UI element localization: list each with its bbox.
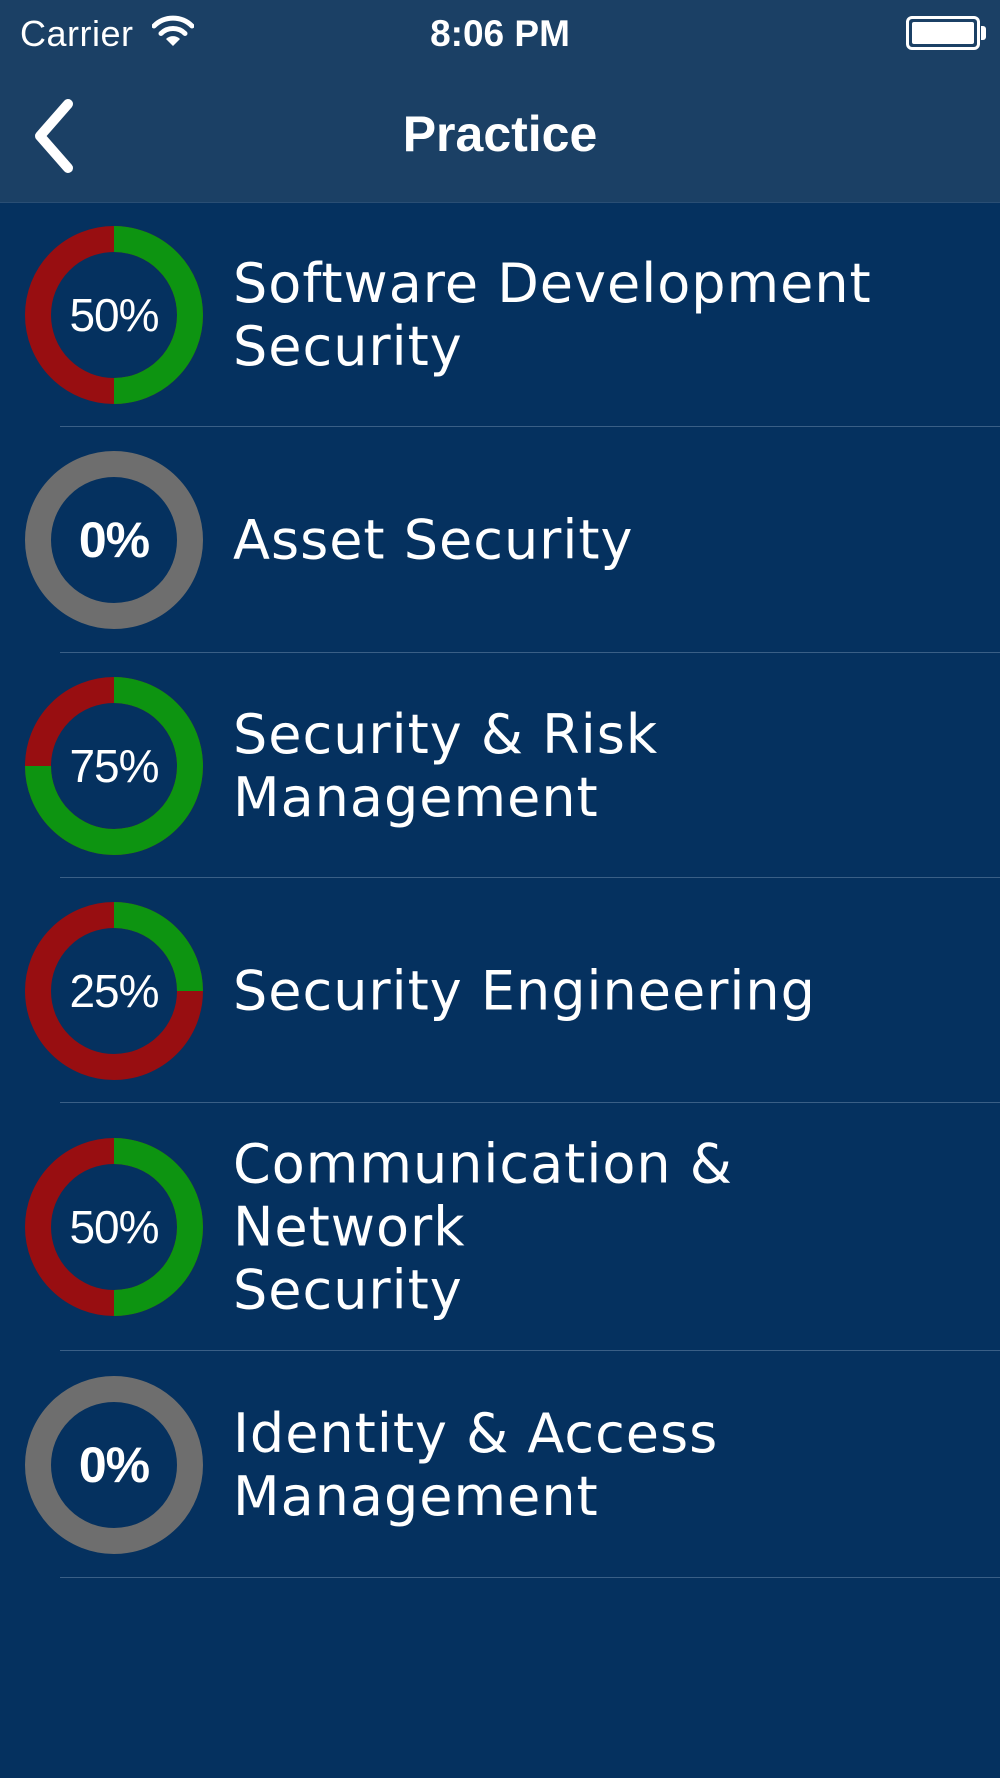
page-title: Practice	[402, 106, 598, 162]
navigation-bar: Practice	[0, 70, 1000, 202]
topic-label: Communication & Network Security	[233, 1132, 733, 1322]
topic-row[interactable]: 50% Software Development Security	[0, 203, 1000, 427]
progress-ring-correct-arc	[113, 1138, 203, 1316]
progress-ring: 75%	[24, 676, 204, 856]
row-divider	[60, 426, 1000, 427]
topic-label: Identity & Access Management	[233, 1401, 719, 1528]
topic-row[interactable]: 25% Security Engineering	[0, 878, 1000, 1103]
status-bar: Carrier 8:06 PM	[0, 0, 1000, 70]
progress-ring: 0%	[24, 1375, 204, 1555]
wifi-icon	[151, 14, 195, 50]
chevron-left-icon	[35, 99, 73, 173]
row-divider	[60, 652, 1000, 653]
progress-percent: 0%	[78, 512, 150, 568]
topic-row[interactable]: 75% Security & Risk Management	[0, 653, 1000, 878]
row-divider	[60, 1350, 1000, 1351]
row-divider	[60, 1577, 1000, 1578]
back-button[interactable]	[30, 96, 90, 176]
progress-percent: 0%	[78, 1436, 150, 1493]
progress-ring-correct-arc	[25, 676, 203, 855]
progress-ring-correct-arc	[113, 226, 203, 404]
topic-label: Software Development Security	[233, 252, 872, 378]
progress-percent: 50%	[69, 1201, 159, 1253]
row-divider	[60, 1102, 1000, 1103]
progress-ring: 25%	[24, 901, 204, 1081]
status-time: 8:06 PM	[430, 13, 570, 54]
progress-ring: 50%	[24, 1137, 204, 1317]
progress-ring: 0%	[24, 450, 204, 630]
progress-ring-track	[25, 1375, 203, 1554]
topic-row[interactable]: 50% Communication & Network Security	[0, 1103, 1000, 1351]
battery-icon	[906, 16, 980, 50]
topic-label: Asset Security	[233, 508, 634, 572]
battery-tip	[981, 26, 986, 40]
progress-ring-track	[25, 451, 203, 629]
topic-row[interactable]: 0% Asset Security	[0, 427, 1000, 653]
progress-percent: 25%	[69, 964, 159, 1017]
topic-list: 50% Software Development Security 0% Asset …	[0, 203, 1000, 1578]
progress-percent: 75%	[69, 739, 159, 792]
row-divider	[60, 877, 1000, 878]
top-bar: Carrier 8:06 PM Practice	[0, 0, 1000, 203]
topic-row[interactable]: 0% Identity & Access Management	[0, 1351, 1000, 1578]
progress-percent: 50%	[69, 289, 159, 341]
progress-ring-correct-arc	[113, 901, 203, 991]
topic-label: Security & Risk Management	[233, 702, 659, 829]
progress-ring: 50%	[24, 225, 204, 405]
carrier-label: Carrier	[20, 13, 134, 54]
topic-label: Security Engineering	[233, 959, 816, 1022]
